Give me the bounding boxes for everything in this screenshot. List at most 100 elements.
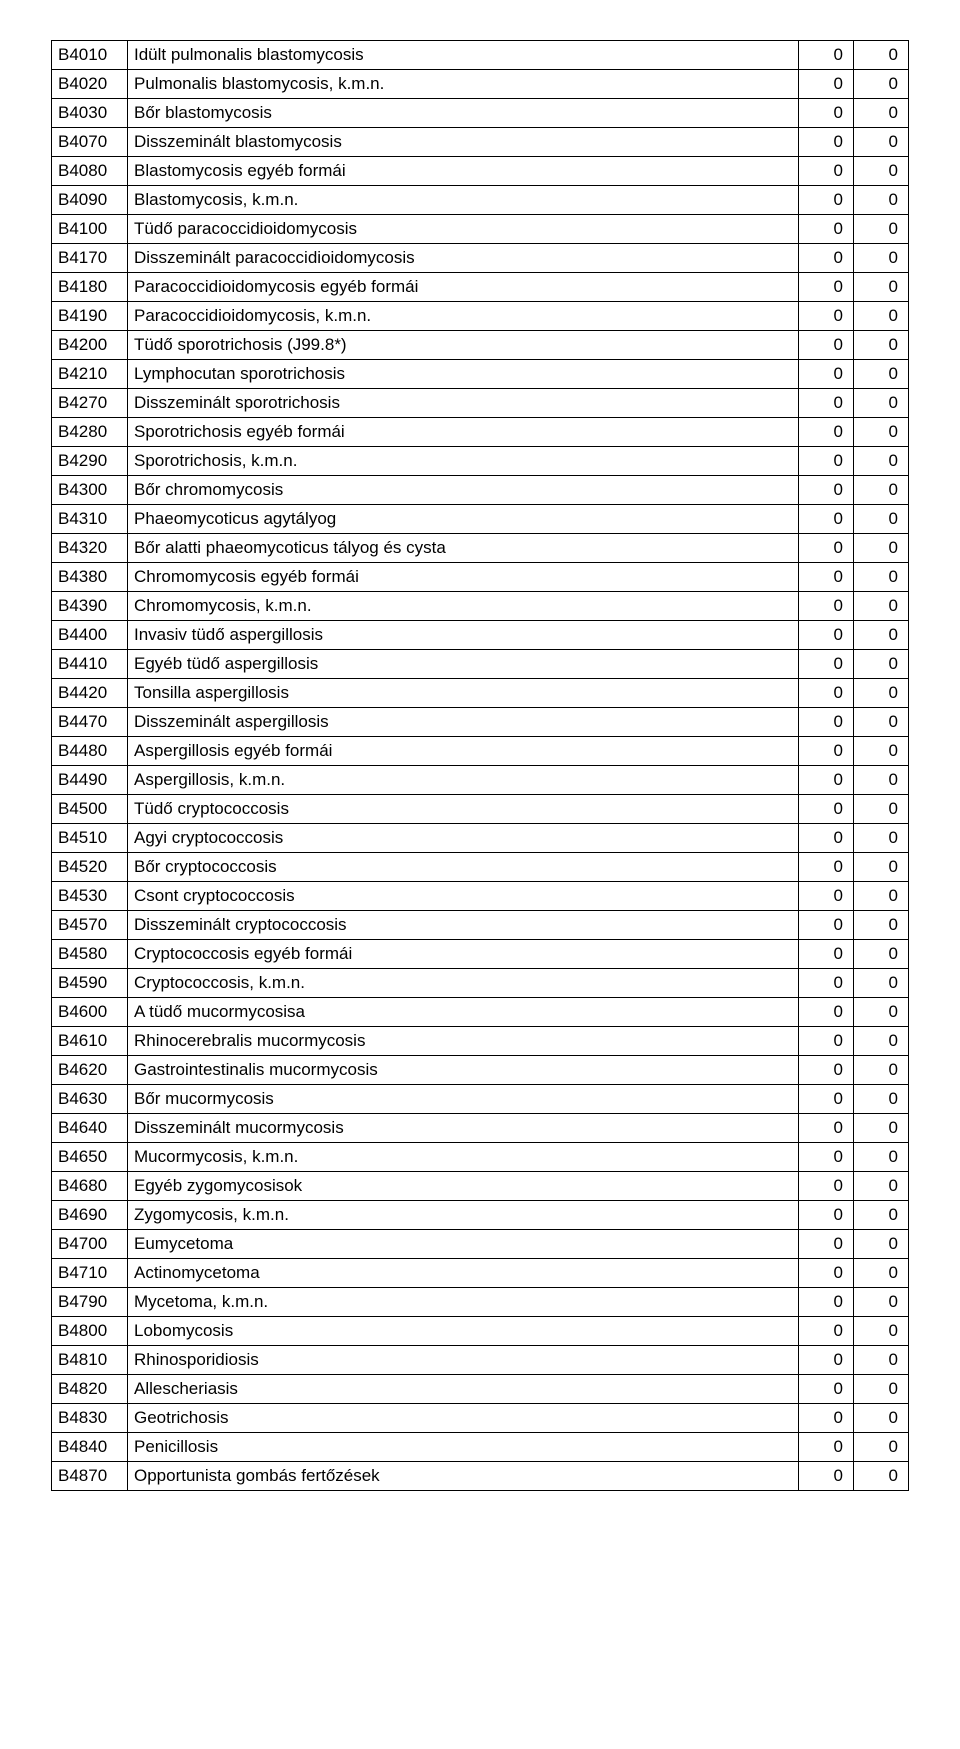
table-row: B4190Paracoccidioidomycosis, k.m.n.00 [52,302,909,331]
cell-value-1: 0 [799,1404,854,1433]
table-row: B4480Aspergillosis egyéb formái00 [52,737,909,766]
cell-value-1: 0 [799,795,854,824]
cell-description: Idült pulmonalis blastomycosis [128,41,799,70]
cell-value-2: 0 [854,824,909,853]
cell-value-2: 0 [854,99,909,128]
cell-code: B4270 [52,389,128,418]
table-row: B4390Chromomycosis, k.m.n.00 [52,592,909,621]
cell-value-2: 0 [854,563,909,592]
cell-code: B4010 [52,41,128,70]
cell-code: B4400 [52,621,128,650]
cell-value-1: 0 [799,331,854,360]
cell-value-2: 0 [854,1346,909,1375]
cell-description: Blastomycosis, k.m.n. [128,186,799,215]
cell-description: Aspergillosis egyéb formái [128,737,799,766]
cell-value-2: 0 [854,1027,909,1056]
cell-value-2: 0 [854,708,909,737]
cell-value-2: 0 [854,621,909,650]
cell-description: Disszeminált mucormycosis [128,1114,799,1143]
table-row: B4530Csont cryptococcosis00 [52,882,909,911]
cell-code: B4030 [52,99,128,128]
cell-code: B4600 [52,998,128,1027]
table-row: B4830Geotrichosis00 [52,1404,909,1433]
cell-description: Bőr mucormycosis [128,1085,799,1114]
table-row: B4650Mucormycosis, k.m.n.00 [52,1143,909,1172]
table-row: B4310Phaeomycoticus agytályog00 [52,505,909,534]
cell-description: Bőr alatti phaeomycoticus tályog és cyst… [128,534,799,563]
cell-value-2: 0 [854,1462,909,1491]
cell-value-2: 0 [854,215,909,244]
table-row: B4840Penicillosis00 [52,1433,909,1462]
cell-value-2: 0 [854,737,909,766]
cell-code: B4210 [52,360,128,389]
cell-description: Zygomycosis, k.m.n. [128,1201,799,1230]
cell-value-1: 0 [799,128,854,157]
cell-value-2: 0 [854,331,909,360]
cell-code: B4410 [52,650,128,679]
cell-value-2: 0 [854,418,909,447]
table-row: B4170Disszeminált paracoccidioidomycosis… [52,244,909,273]
cell-value-1: 0 [799,679,854,708]
cell-value-2: 0 [854,882,909,911]
cell-description: Chromomycosis egyéb formái [128,563,799,592]
cell-value-2: 0 [854,940,909,969]
table-row: B4200Tüdő sporotrichosis (J99.8*)00 [52,331,909,360]
cell-value-2: 0 [854,679,909,708]
cell-description: Disszeminált paracoccidioidomycosis [128,244,799,273]
cell-code: B4620 [52,1056,128,1085]
cell-description: Phaeomycoticus agytályog [128,505,799,534]
cell-value-1: 0 [799,737,854,766]
cell-value-1: 0 [799,1288,854,1317]
table-row: B4620Gastrointestinalis mucormycosis00 [52,1056,909,1085]
cell-value-1: 0 [799,360,854,389]
cell-value-1: 0 [799,99,854,128]
cell-value-2: 0 [854,505,909,534]
cell-code: B4810 [52,1346,128,1375]
cell-value-1: 0 [799,476,854,505]
cell-description: Blastomycosis egyéb formái [128,157,799,186]
cell-description: Disszeminált blastomycosis [128,128,799,157]
cell-description: Eumycetoma [128,1230,799,1259]
cell-code: B4480 [52,737,128,766]
table-row: B4010Idült pulmonalis blastomycosis00 [52,41,909,70]
cell-value-1: 0 [799,650,854,679]
cell-description: A tüdő mucormycosisa [128,998,799,1027]
cell-value-1: 0 [799,505,854,534]
cell-code: B4530 [52,882,128,911]
table-row: B4420Tonsilla aspergillosis00 [52,679,909,708]
diagnosis-code-table: B4010Idült pulmonalis blastomycosis00B40… [51,40,909,1491]
cell-description: Rhinosporidiosis [128,1346,799,1375]
cell-value-1: 0 [799,998,854,1027]
table-row: B4080Blastomycosis egyéb formái00 [52,157,909,186]
cell-code: B4870 [52,1462,128,1491]
cell-value-1: 0 [799,766,854,795]
cell-value-1: 0 [799,824,854,853]
cell-value-2: 0 [854,853,909,882]
cell-code: B4100 [52,215,128,244]
cell-code: B4200 [52,331,128,360]
cell-description: Egyéb zygomycosisok [128,1172,799,1201]
cell-value-1: 0 [799,1172,854,1201]
cell-description: Disszeminált sporotrichosis [128,389,799,418]
cell-code: B4500 [52,795,128,824]
table-row: B4180Paracoccidioidomycosis egyéb formái… [52,273,909,302]
cell-value-2: 0 [854,360,909,389]
cell-code: B4310 [52,505,128,534]
cell-code: B4820 [52,1375,128,1404]
cell-description: Sporotrichosis egyéb formái [128,418,799,447]
cell-value-2: 0 [854,1375,909,1404]
table-row: B4410Egyéb tüdő aspergillosis00 [52,650,909,679]
cell-code: B4790 [52,1288,128,1317]
cell-description: Gastrointestinalis mucormycosis [128,1056,799,1085]
cell-description: Bőr cryptococcosis [128,853,799,882]
cell-description: Cryptococcosis egyéb formái [128,940,799,969]
cell-value-1: 0 [799,1462,854,1491]
cell-value-2: 0 [854,41,909,70]
cell-code: B4470 [52,708,128,737]
cell-description: Paracoccidioidomycosis egyéb formái [128,273,799,302]
cell-value-1: 0 [799,157,854,186]
cell-code: B4510 [52,824,128,853]
cell-value-1: 0 [799,534,854,563]
cell-code: B4320 [52,534,128,563]
cell-description: Tonsilla aspergillosis [128,679,799,708]
